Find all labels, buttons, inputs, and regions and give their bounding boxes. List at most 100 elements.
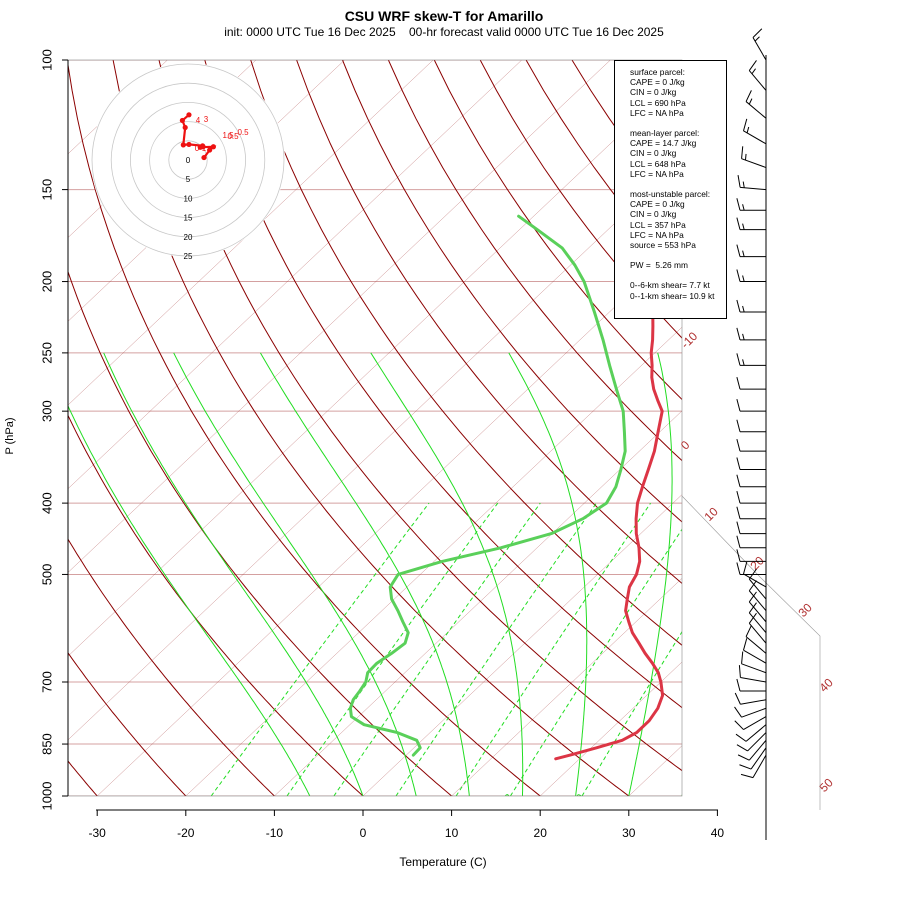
chart-title: CSU WRF skew-T for Amarillo xyxy=(344,8,544,24)
info-line: LCL = 357 hPa xyxy=(630,219,686,230)
dry-adiabat-line xyxy=(433,60,682,401)
dry-adiabat-line xyxy=(68,652,187,796)
y-tick-label: 150 xyxy=(39,179,54,201)
isotherm-line xyxy=(96,243,682,796)
dewpoint-profile xyxy=(348,214,627,757)
hodograph-ring xyxy=(168,140,208,180)
hodograph-point xyxy=(201,154,207,161)
wind-barb-feather xyxy=(736,744,748,752)
isotherm-label-border xyxy=(681,495,821,810)
mixing-ratio-label: 12 xyxy=(498,792,515,809)
wind-barb-feather xyxy=(736,457,741,470)
hodograph-ring-label: 20 xyxy=(184,233,193,242)
hodograph-ring-label: 0 xyxy=(186,156,191,165)
y-tick-label: 1000 xyxy=(39,782,54,811)
wind-barb-feather xyxy=(740,773,754,779)
wind-barb-staff xyxy=(745,724,767,742)
isotherm-label: -10 xyxy=(678,329,700,351)
isotherm-line xyxy=(68,60,434,406)
wind-barb-feather xyxy=(736,353,741,366)
isotherm-label: 0 xyxy=(678,438,693,453)
hodograph-point xyxy=(179,117,185,124)
isotherm-label: 20 xyxy=(747,553,767,573)
hodograph-point-label: 4 xyxy=(196,116,201,125)
hodograph-point xyxy=(199,143,206,149)
wind-barb-half-feather xyxy=(742,333,745,340)
wind-barb-half-feather xyxy=(742,223,745,230)
wind-barb-half-feather xyxy=(746,126,750,134)
wind-barb-feather xyxy=(743,561,748,575)
wind-barb-feather xyxy=(752,28,763,38)
wind-barb-half-feather xyxy=(748,98,753,105)
mixing-ratio-label: 20 xyxy=(570,792,587,809)
wind-barb-half-feather xyxy=(751,68,756,75)
mixing-ratio-line xyxy=(581,630,682,796)
mixing-ratio-label: 3 xyxy=(322,796,335,809)
wind-barb-staff xyxy=(747,732,767,752)
info-block: mean-layer parcel: CAPE = 14.7 J/kg CIN = … xyxy=(630,128,726,179)
dry-adiabat-line xyxy=(250,60,682,646)
y-tick-label: 200 xyxy=(39,271,54,293)
isotherm-line xyxy=(878,60,900,812)
isotherm-line xyxy=(362,494,682,796)
isotherm-line xyxy=(789,60,900,812)
wind-barb-feather xyxy=(743,638,748,651)
wind-barb-staff xyxy=(752,754,767,778)
wind-barb-feather xyxy=(734,706,742,718)
x-tick-label: 0 xyxy=(360,826,367,840)
wind-barb-staff xyxy=(743,130,767,145)
dry-adiabat-line xyxy=(893,60,900,812)
isotherm-line xyxy=(451,577,682,796)
x-tick-label: 40 xyxy=(711,826,725,840)
wind-barb-half-feather xyxy=(742,181,745,188)
info-line: mean-layer parcel: xyxy=(630,128,700,139)
wind-barb-half-feather xyxy=(742,204,745,211)
wind-barb-staff xyxy=(752,37,767,61)
y-tick-label: 100 xyxy=(39,49,54,71)
wind-barb-staff xyxy=(748,739,767,761)
wind-barb-feather xyxy=(736,376,741,390)
hodograph-ring-label: 15 xyxy=(184,214,193,223)
wind-barb-feather xyxy=(738,665,741,678)
wind-barb-half-feather xyxy=(742,305,745,313)
info-line: CAPE = 0 J/kg xyxy=(630,199,685,210)
wind-barb-half-feather xyxy=(744,153,747,161)
x-tick-label: -10 xyxy=(266,826,284,840)
wind-barb-feather xyxy=(745,625,752,637)
y-tick-label: 700 xyxy=(39,671,54,693)
hodograph-background xyxy=(91,63,285,257)
hodograph-ring xyxy=(149,121,227,199)
mixing-ratio-lines: 1 2 3 5 8 12 20 xyxy=(210,502,682,809)
dry-adiabat-line xyxy=(112,60,630,796)
wind-barb-staff xyxy=(748,601,767,623)
y-tick-label: 500 xyxy=(39,564,54,586)
wind-barb-staff xyxy=(748,70,767,91)
y-tick-label: 300 xyxy=(39,400,54,422)
x-tick-label: 30 xyxy=(622,826,636,840)
info-line: source = 553 hPa xyxy=(630,240,696,251)
dry-adiabat-line xyxy=(204,60,682,709)
wind-barb-staff xyxy=(740,186,767,191)
wind-barb-staff xyxy=(743,573,767,588)
wind-barb-feather xyxy=(736,562,741,575)
hodograph-point-label: 0 xyxy=(195,144,200,153)
mixing-ratio-line xyxy=(395,502,597,796)
y-tick-label: 250 xyxy=(39,342,54,364)
mixing-ratio-line xyxy=(455,502,652,796)
hodograph-point-label: 0.5 xyxy=(227,132,239,141)
mixing-ratio-label: 2 xyxy=(275,796,288,809)
x-tick-label: -30 xyxy=(89,826,107,840)
dry-adiabat-line xyxy=(296,60,682,585)
wind-barb-feather xyxy=(741,651,744,664)
wind-barb-feather xyxy=(748,60,757,71)
wind-barb-feather xyxy=(736,299,741,313)
wind-barb-feather xyxy=(748,591,757,603)
moist-adiabat-line xyxy=(259,352,470,796)
info-line: surface parcel: xyxy=(630,67,685,77)
hodograph-point-label: 3 xyxy=(204,115,209,124)
info-block: PW = 5.26 mm xyxy=(630,260,726,270)
moist-adiabat-line xyxy=(103,352,364,796)
y-tick-label: 400 xyxy=(39,492,54,514)
wind-barb-feather xyxy=(736,535,741,548)
info-line: CIN = 0 J/kg xyxy=(630,209,677,220)
